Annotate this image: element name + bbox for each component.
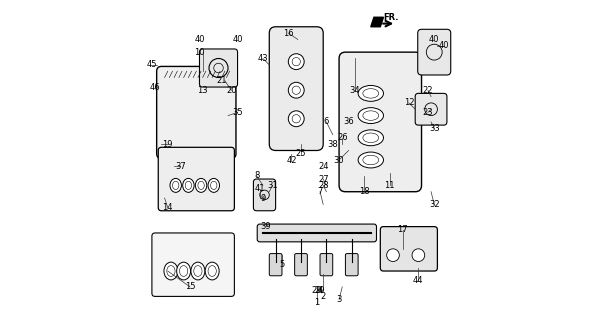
Text: 41: 41: [255, 184, 265, 193]
FancyBboxPatch shape: [253, 179, 276, 211]
Text: 13: 13: [197, 86, 208, 95]
Text: 1: 1: [314, 298, 320, 307]
Text: 7: 7: [317, 187, 323, 196]
FancyBboxPatch shape: [152, 233, 234, 296]
Text: 35: 35: [232, 108, 243, 117]
Ellipse shape: [386, 249, 399, 261]
Text: 12: 12: [403, 99, 414, 108]
Text: 6: 6: [324, 117, 329, 126]
Text: 23: 23: [423, 108, 433, 117]
FancyBboxPatch shape: [415, 93, 447, 125]
FancyBboxPatch shape: [294, 253, 308, 276]
Ellipse shape: [182, 178, 194, 192]
Ellipse shape: [358, 85, 383, 101]
Text: 15: 15: [185, 282, 195, 292]
Polygon shape: [371, 17, 383, 27]
Text: 32: 32: [429, 200, 439, 209]
FancyBboxPatch shape: [269, 253, 282, 276]
Ellipse shape: [191, 262, 205, 280]
Text: 45: 45: [147, 60, 157, 69]
Text: 39: 39: [261, 222, 272, 231]
Text: 29: 29: [312, 285, 322, 295]
Text: 25: 25: [296, 149, 306, 158]
Ellipse shape: [288, 111, 304, 127]
Ellipse shape: [205, 262, 219, 280]
Text: 8: 8: [254, 172, 259, 180]
Text: 40: 40: [438, 41, 449, 50]
Ellipse shape: [358, 108, 383, 124]
Text: 33: 33: [429, 124, 439, 133]
Text: 20: 20: [226, 86, 237, 95]
FancyBboxPatch shape: [269, 27, 323, 150]
Text: 5: 5: [279, 260, 285, 269]
Text: 30: 30: [334, 156, 344, 164]
Text: 42: 42: [286, 156, 297, 164]
Text: 4: 4: [317, 285, 323, 295]
Ellipse shape: [196, 178, 206, 192]
Text: 37: 37: [175, 162, 186, 171]
Text: 38: 38: [327, 140, 338, 148]
Text: 36: 36: [343, 117, 354, 126]
Text: 28: 28: [318, 181, 329, 190]
FancyBboxPatch shape: [199, 49, 238, 87]
FancyBboxPatch shape: [418, 29, 451, 75]
Ellipse shape: [288, 82, 304, 98]
Text: 2: 2: [321, 292, 326, 301]
Text: 18: 18: [359, 187, 370, 196]
Text: 22: 22: [423, 86, 433, 95]
Ellipse shape: [208, 178, 220, 192]
Text: 31: 31: [267, 181, 278, 190]
Text: 17: 17: [397, 225, 408, 234]
Text: 40: 40: [429, 35, 439, 44]
Text: 40: 40: [232, 35, 243, 44]
Text: 43: 43: [258, 54, 268, 63]
Ellipse shape: [412, 249, 425, 261]
Text: 40: 40: [194, 35, 205, 44]
Text: 16: 16: [283, 28, 294, 38]
Text: 27: 27: [318, 174, 329, 184]
Text: 21: 21: [217, 76, 227, 85]
FancyBboxPatch shape: [380, 227, 438, 271]
Text: 11: 11: [385, 181, 395, 190]
FancyBboxPatch shape: [320, 253, 333, 276]
Text: 29: 29: [315, 285, 325, 295]
Text: 10: 10: [194, 48, 205, 57]
Ellipse shape: [170, 178, 181, 192]
Text: 9: 9: [260, 194, 265, 203]
Ellipse shape: [164, 262, 178, 280]
FancyBboxPatch shape: [157, 67, 236, 158]
Text: 3: 3: [337, 295, 342, 304]
FancyBboxPatch shape: [339, 52, 421, 192]
Text: 19: 19: [163, 140, 173, 148]
Text: 14: 14: [163, 203, 173, 212]
FancyBboxPatch shape: [257, 224, 376, 242]
Text: 24: 24: [318, 162, 329, 171]
Ellipse shape: [358, 152, 383, 168]
Text: 46: 46: [150, 83, 160, 92]
Text: 44: 44: [413, 276, 424, 285]
Text: 34: 34: [350, 86, 360, 95]
FancyBboxPatch shape: [346, 253, 358, 276]
Ellipse shape: [288, 54, 304, 69]
FancyBboxPatch shape: [158, 147, 234, 211]
Text: 26: 26: [337, 133, 347, 142]
Text: FR.: FR.: [383, 13, 399, 22]
Ellipse shape: [176, 262, 191, 280]
Ellipse shape: [358, 130, 383, 146]
